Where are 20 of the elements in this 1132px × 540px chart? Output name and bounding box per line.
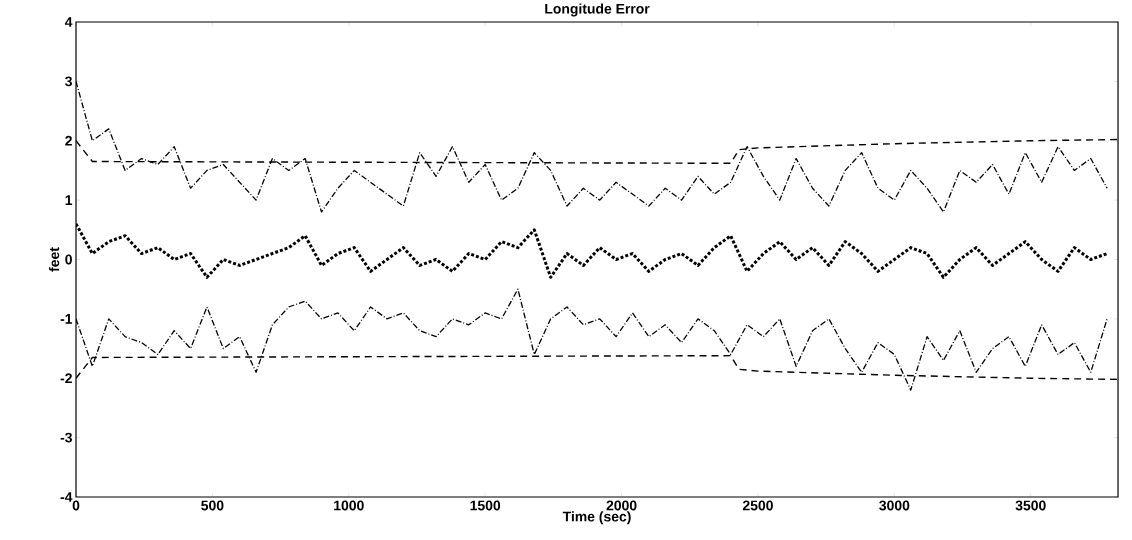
y-tick-label: -1 (60, 314, 73, 324)
x-tick-label: 3000 (879, 500, 910, 511)
y-tick-label: 1 (65, 195, 73, 205)
x-tick-label: 1500 (470, 500, 501, 511)
x-axis-title: Time (sec) (562, 511, 631, 525)
y-tick-label: 4 (64, 17, 73, 27)
y-tick-label: 3 (65, 76, 72, 87)
y-tick-label: -3 (60, 432, 72, 443)
x-tick-label: 2500 (742, 500, 773, 511)
x-tick-label: 0 (72, 500, 80, 511)
y-tick-label: -4 (60, 492, 73, 502)
y-tick-label: 2 (65, 135, 72, 146)
x-tick-label: 500 (201, 500, 224, 511)
y-tick-label: -2 (60, 373, 72, 384)
y-axis-title: feet (48, 247, 60, 272)
y-tick-label: 0 (65, 254, 72, 265)
x-tick-label: 3500 (1015, 500, 1046, 511)
x-tick-label: 1000 (334, 500, 364, 511)
chart-title: Longitude Error (545, 3, 650, 17)
x-tick-label: 2000 (606, 500, 637, 511)
